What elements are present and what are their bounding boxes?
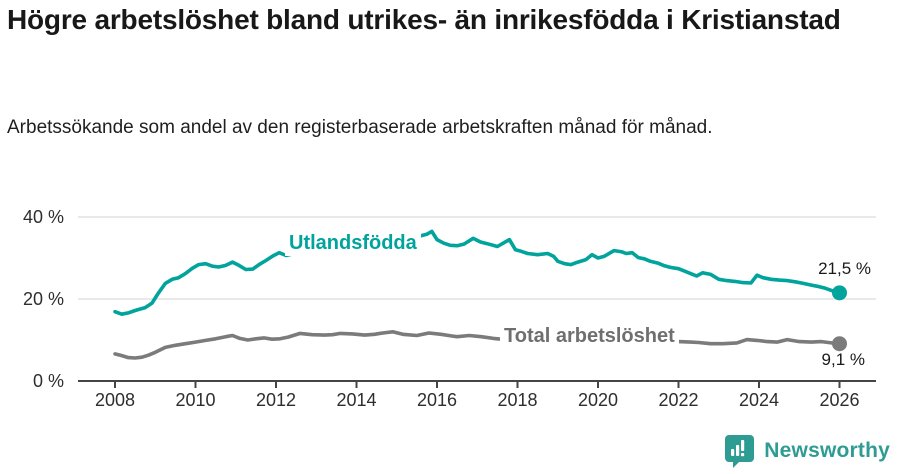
chart-header: Högre arbetslöshet bland utrikes- än inr… xyxy=(7,2,852,37)
x-axis-tick-label: 2014 xyxy=(336,390,376,410)
end-value-utlandsfodda: 21,5 % xyxy=(818,259,871,278)
x-axis-tick-label: 2020 xyxy=(578,390,618,410)
x-axis-tick-label: 2008 xyxy=(95,390,135,410)
series-line xyxy=(113,330,842,360)
x-axis-tick-label: 2022 xyxy=(658,390,698,410)
x-axis-tick-label: 2018 xyxy=(497,390,537,410)
x-axis-tick-label: 2016 xyxy=(417,390,457,410)
series-label-utlandsfodda: Utlandsfödda xyxy=(285,231,421,256)
y-axis-tick-label: 20 % xyxy=(23,289,64,309)
x-axis-tick-label: 2024 xyxy=(739,390,779,410)
newsworthy-icon xyxy=(725,435,755,468)
newsworthy-logo[interactable]: Newsworthy xyxy=(724,434,890,468)
x-axis-tick-label: 2010 xyxy=(175,390,215,410)
series-label-total-arbetsloshet: Total arbetslöshet xyxy=(500,324,679,349)
chart-title: Högre arbetslöshet bland utrikes- än inr… xyxy=(7,4,841,35)
y-axis-tick-label: 0 % xyxy=(33,371,64,391)
series-end-dot xyxy=(832,336,847,352)
chart-subtitle: Arbetssökande som andel av den registerb… xyxy=(7,117,713,138)
x-axis-tick-label: 2026 xyxy=(819,390,859,410)
end-value-total-arbetsloshet: 9,1 % xyxy=(821,350,865,369)
series-end-dot xyxy=(832,285,847,301)
x-axis-tick-label: 2012 xyxy=(256,390,296,410)
series-line xyxy=(113,229,842,316)
y-axis-tick-label: 40 % xyxy=(23,207,64,227)
newsworthy-wordmark: Newsworthy xyxy=(764,439,890,462)
